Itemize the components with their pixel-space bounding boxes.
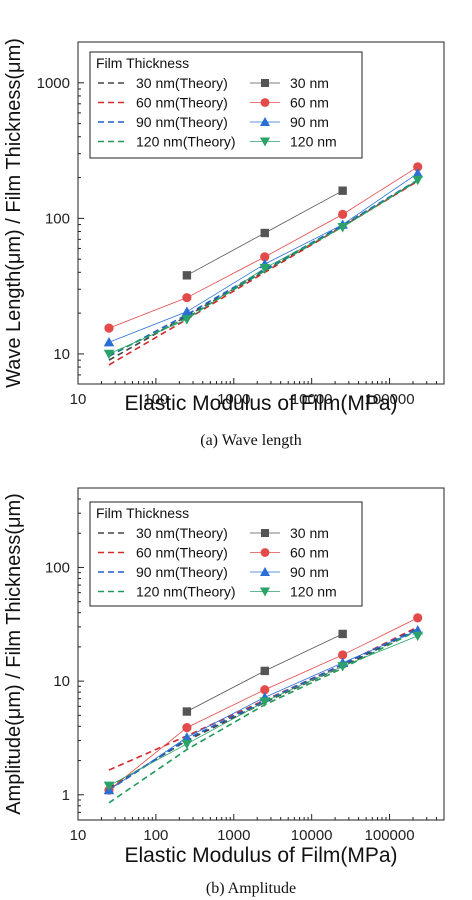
x-tick-label: 100 [143, 827, 168, 844]
legend-entry: 30 nm(Theory) [136, 75, 228, 91]
y-axis-label: Wave Length(μm) / Film Thickness(μm) [3, 38, 25, 388]
data-point [260, 587, 270, 597]
x-tick-label: 1000 [217, 391, 250, 408]
data-point [412, 175, 423, 186]
y-axis-label: Amplitude(μm) / Film Thickness(μm) [3, 493, 25, 815]
y-tick-label: 10 [53, 673, 70, 690]
x-tick-label: 1000 [217, 827, 250, 844]
data-point [182, 722, 192, 733]
legend-entry: 120 nm(Theory) [136, 134, 236, 150]
data-point [181, 732, 193, 742]
legend-entry: 60 nm [290, 95, 329, 111]
legend-entry: 30 nm [290, 75, 329, 91]
data-point [260, 567, 270, 576]
legend-entry: 120 nm [290, 584, 337, 600]
data-point [182, 271, 192, 280]
legend-entry: 90 nm(Theory) [136, 564, 228, 580]
x-tick-label: 10 [70, 827, 87, 844]
y-tick-label: 1 [62, 787, 70, 804]
data-point [413, 613, 423, 623]
x-tick-label: 100 [143, 391, 168, 408]
data-point [259, 263, 271, 274]
legend-entry: 120 nm(Theory) [136, 584, 236, 600]
data-point [261, 79, 269, 87]
data-point [260, 548, 270, 557]
data-point [103, 349, 115, 360]
legend-box [89, 501, 363, 607]
x-tick-label: 10000 [291, 827, 333, 844]
legend: Film Thickness 30 nm(Theory) 60 nm(Theory)… [89, 501, 363, 607]
data-point [181, 739, 193, 750]
legend-entry: 60 nm [290, 545, 329, 561]
data-point [338, 186, 347, 195]
series-line [108, 166, 418, 329]
data-point [337, 223, 348, 233]
data-point [260, 666, 269, 676]
y-tick-label: 1000 [37, 75, 70, 92]
data-point [181, 315, 193, 325]
legend-entry: 90 nm [290, 114, 329, 130]
y-tick-label: 100 [45, 559, 70, 576]
x-tick-label: 10 [70, 391, 87, 408]
x-tick-label: 100000 [365, 391, 415, 408]
x-tick-label: 10000 [291, 391, 333, 408]
data-point [412, 631, 423, 642]
data-point [181, 306, 193, 316]
y-tick-label: 10 [53, 346, 70, 363]
legend-entry: 90 nm [290, 564, 329, 580]
theory-line [108, 627, 419, 791]
data-point [413, 162, 423, 172]
legend-box [89, 51, 363, 159]
data-point [103, 781, 115, 792]
data-point [338, 650, 348, 660]
data-point [337, 662, 348, 672]
data-point [260, 252, 270, 262]
figure-caption: (a) Wave length [200, 432, 301, 449]
legend-entry: 120 nm [290, 134, 337, 150]
y-tick-label: 100 [45, 210, 70, 227]
data-point [104, 323, 114, 333]
data-area [103, 162, 423, 366]
x-axis-label: Elastic Modulus of Film(MPa) [124, 392, 397, 415]
data-point [182, 707, 192, 716]
data-point [261, 529, 269, 537]
data-point [259, 697, 271, 707]
data-area [103, 613, 423, 804]
data-point [182, 293, 192, 303]
legend-entry: 60 nm(Theory) [136, 545, 228, 561]
x-tick-label: 100000 [365, 827, 415, 844]
legend-entry: 60 nm(Theory) [136, 95, 228, 111]
data-point [338, 629, 347, 639]
data-point [260, 98, 270, 107]
data-point [412, 168, 423, 178]
legend-title: Film Thickness [96, 505, 189, 521]
plot-frame [77, 487, 445, 821]
data-point [260, 117, 270, 126]
data-point [260, 685, 270, 695]
legend-entry: 90 nm(Theory) [136, 114, 228, 130]
data-point [338, 209, 348, 219]
data-point [260, 137, 270, 147]
x-axis-label: Elastic Modulus of Film(MPa) [124, 844, 397, 867]
theory-line [108, 629, 419, 804]
plot-frame [77, 41, 445, 385]
legend-title: Film Thickness [96, 55, 189, 71]
data-point [103, 336, 115, 347]
data-point [260, 228, 269, 238]
figure-caption: (b) Amplitude [206, 880, 296, 897]
legend: Film Thickness 30 nm(Theory) 60 nm(Theory)… [89, 51, 363, 159]
legend-entry: 30 nm [290, 525, 329, 541]
legend-entry: 30 nm(Theory) [136, 525, 228, 541]
series-line [108, 635, 418, 787]
